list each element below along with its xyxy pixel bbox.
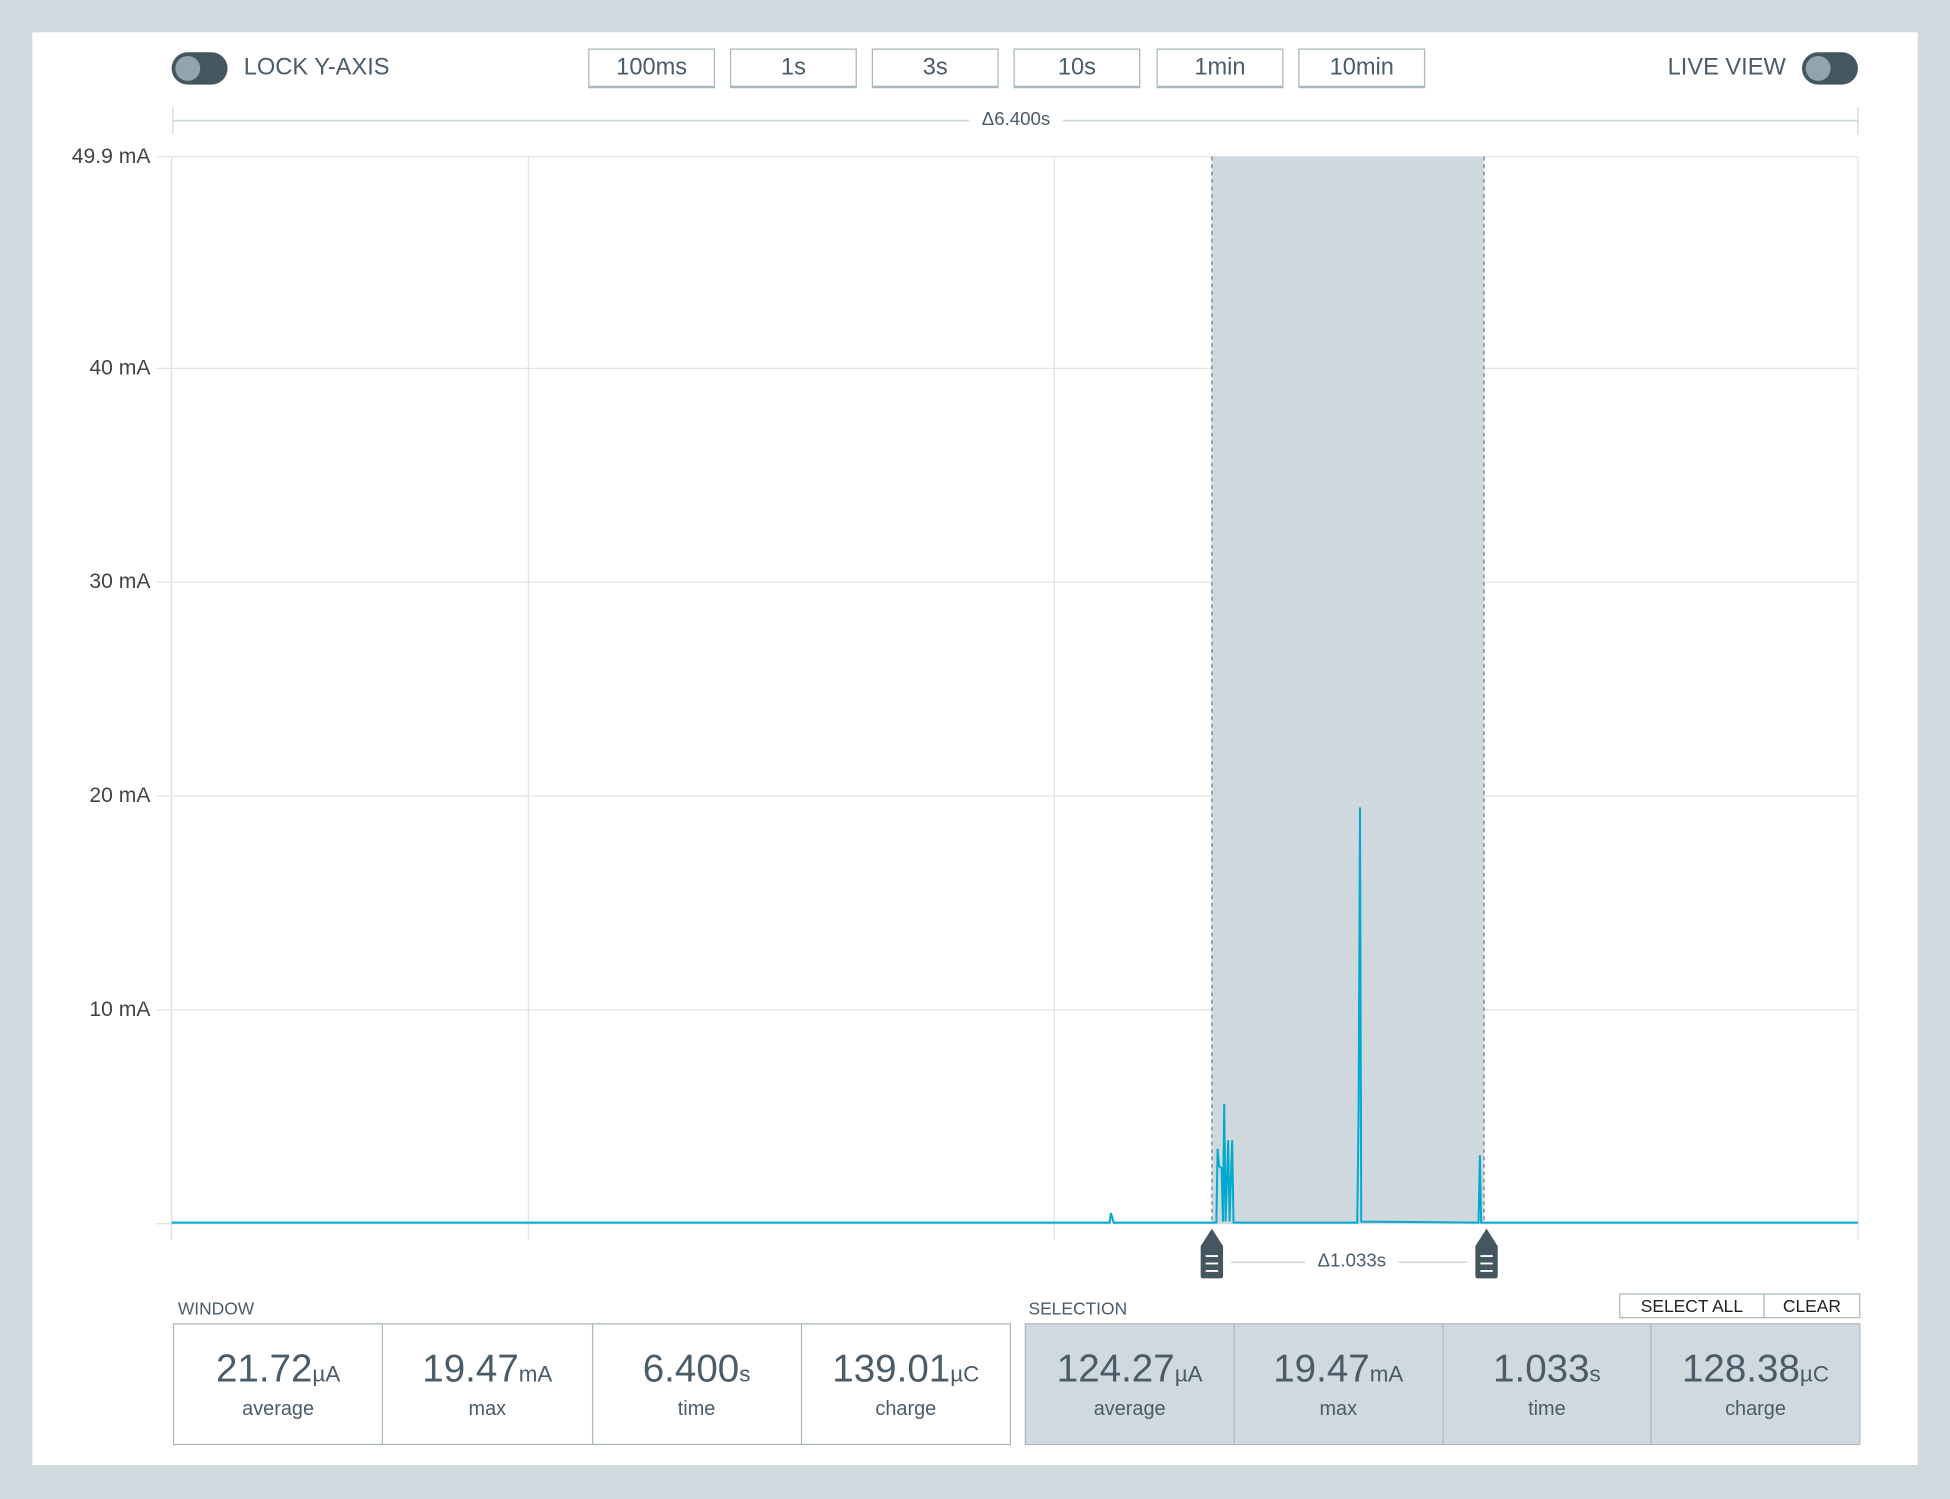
stat-caption: time [677, 1399, 716, 1421]
live-view-label: LIVE VIEW [1667, 54, 1786, 81]
y-tick-label: 20 mA [89, 783, 151, 808]
y-tick-label: 40 mA [89, 355, 151, 380]
window-delta: Δ6.400s [969, 108, 1063, 130]
window-button-10s[interactable]: 10s [1013, 48, 1141, 89]
stat-average: 21.72µA average [174, 1324, 384, 1444]
window-button-3s[interactable]: 3s [871, 48, 999, 89]
stat-value: 6.400 [642, 1346, 740, 1391]
stat-caption: max [1319, 1399, 1358, 1421]
select-all-button[interactable]: SELECT ALL [1619, 1293, 1765, 1319]
lock-y-axis-label: LOCK Y-AXIS [243, 54, 390, 81]
selection-stats: 124.27µA average 19.47mA max 1.033s time 128.3… [1024, 1323, 1861, 1446]
stat-unit: µA [1174, 1361, 1203, 1387]
stat-unit: s [1589, 1361, 1601, 1387]
stat-caption: charge [875, 1399, 937, 1421]
y-tick-label: 10 mA [89, 997, 151, 1022]
stat-unit: µA [312, 1361, 341, 1387]
lock-y-axis-toggle[interactable] [171, 52, 228, 85]
stat-time: 1.033s time [1443, 1324, 1652, 1444]
stat-caption: time [1528, 1399, 1566, 1421]
stat-value: 139.01 [832, 1346, 951, 1391]
stat-value: 21.72 [215, 1346, 313, 1391]
chart-panel [32, 32, 1918, 1465]
stat-value: 1.033 [1493, 1346, 1590, 1391]
stat-max: 19.47mA max [383, 1324, 593, 1444]
window-button-10min[interactable]: 10min [1298, 48, 1426, 89]
stat-time: 6.400s time [593, 1324, 802, 1444]
stat-unit: µC [950, 1361, 980, 1387]
stat-caption: max [468, 1399, 507, 1421]
stat-charge: 128.38µC charge [1651, 1324, 1860, 1444]
selection-region[interactable] [1211, 156, 1485, 1224]
y-tick-label: 30 mA [89, 569, 151, 594]
stat-max: 19.47mA max [1234, 1324, 1444, 1444]
selection-start-handle[interactable] [1200, 1228, 1224, 1279]
window-button-1s[interactable]: 1s [729, 48, 857, 89]
chart[interactable] [0, 0, 1950, 1293]
stat-value: 128.38 [1681, 1346, 1800, 1391]
stat-unit: µC [1799, 1361, 1829, 1387]
toggle-knob [1805, 55, 1831, 81]
current-trace [171, 807, 1858, 1224]
stat-value: 19.47 [422, 1346, 519, 1391]
stat-unit: mA [1369, 1361, 1404, 1387]
toggle-knob [175, 55, 201, 81]
window-label: WINDOW [177, 1298, 255, 1319]
stat-caption: average [1093, 1399, 1166, 1421]
stat-average: 124.27µA average [1025, 1324, 1235, 1444]
window-button-100ms[interactable]: 100ms [588, 48, 716, 89]
window-stats: 21.72µA average 19.47mA max 6.400s time 139.01… [172, 1323, 1012, 1446]
stat-caption: average [242, 1399, 315, 1421]
stat-unit: s [739, 1361, 751, 1387]
window-button-1min[interactable]: 1min [1156, 48, 1284, 89]
y-tick-label: 49.9 mA [71, 144, 151, 168]
selection-end-handle[interactable] [1475, 1228, 1498, 1279]
selection-label: SELECTION [1028, 1298, 1128, 1319]
stat-value: 124.27 [1056, 1346, 1175, 1391]
selection-delta: Δ1.033s [1305, 1250, 1399, 1272]
stat-unit: mA [518, 1361, 553, 1387]
stat-value: 19.47 [1273, 1346, 1370, 1391]
stat-charge: 139.01µC charge [802, 1324, 1010, 1443]
live-view-toggle[interactable] [1801, 52, 1858, 85]
stat-caption: charge [1725, 1399, 1786, 1421]
clear-button[interactable]: CLEAR [1763, 1293, 1861, 1319]
